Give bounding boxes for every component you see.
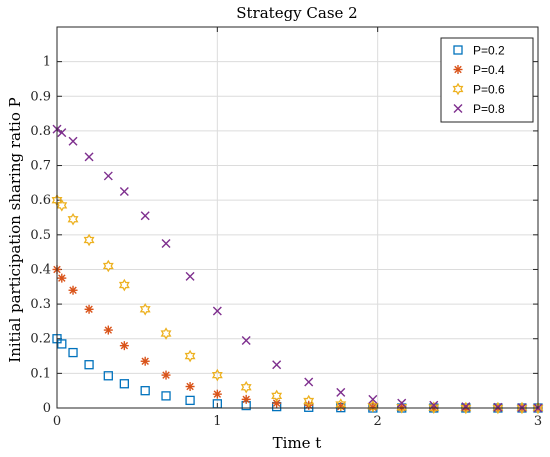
data-point	[460, 401, 472, 415]
y-tick-label: 0.2	[30, 332, 51, 347]
y-tick-label: 0	[43, 401, 51, 416]
legend-marker	[453, 65, 463, 74]
data-point	[271, 389, 283, 403]
x-tick-label: 1	[213, 414, 221, 429]
data-point	[119, 379, 129, 389]
data-point	[83, 233, 95, 247]
data-point	[57, 128, 67, 138]
data-point	[119, 341, 129, 351]
data-point	[367, 399, 379, 413]
data-point	[185, 382, 195, 392]
data-point	[368, 394, 378, 404]
data-point	[397, 398, 407, 408]
chart-title: Strategy Case 2	[236, 4, 357, 22]
data-point	[461, 402, 471, 412]
data-point	[102, 259, 114, 273]
data-point	[67, 212, 79, 226]
data-point	[68, 136, 78, 146]
data-point	[140, 356, 150, 366]
data-point	[212, 306, 222, 316]
data-point	[516, 401, 528, 415]
data-point	[335, 398, 347, 411]
data-point	[241, 394, 251, 404]
series-P=0.8	[52, 124, 543, 413]
data-point	[103, 171, 113, 181]
data-point	[240, 380, 252, 394]
data-point	[160, 327, 172, 340]
x-tick-label: 0	[53, 414, 61, 429]
x-tick-label: 2	[374, 414, 382, 429]
data-point	[119, 187, 129, 197]
data-point	[211, 368, 223, 382]
data-point	[272, 360, 282, 370]
legend-entry: P=0.6	[452, 82, 505, 97]
x-tick-label: 3	[534, 414, 542, 429]
data-point	[140, 211, 150, 221]
y-tick-label: 0.7	[30, 159, 51, 174]
data-point	[532, 401, 544, 415]
data-point	[336, 387, 346, 397]
legend-box	[440, 37, 534, 123]
legend-entry: P=0.4	[453, 63, 505, 77]
data-point	[139, 303, 151, 316]
data-point	[57, 273, 67, 283]
legend-entry: P=0.8	[453, 102, 505, 116]
data-point	[57, 339, 67, 349]
x-axis-label: Time t	[273, 434, 322, 452]
y-tick-label: 0.6	[30, 193, 51, 208]
legend-marker	[452, 82, 464, 96]
y-tick-label: 0.5	[30, 228, 51, 243]
y-tick-label: 1	[43, 55, 51, 70]
data-point	[184, 349, 196, 363]
data-point	[68, 347, 78, 358]
legend-label: P=0.2	[473, 44, 505, 58]
y-axis-label: Initial participation sharing ratio P	[6, 97, 24, 362]
data-point	[103, 325, 113, 335]
data-point	[84, 304, 94, 314]
data-point	[493, 402, 503, 412]
legend: P=0.2 P=0.4 P=0.6 P=0.8	[440, 37, 534, 123]
legend-marker	[453, 45, 463, 55]
y-tick-label: 0.4	[30, 262, 51, 277]
data-point	[103, 371, 113, 381]
data-point	[304, 377, 314, 387]
legend-label: P=0.4	[473, 63, 505, 77]
data-point	[303, 394, 315, 408]
data-point	[396, 401, 408, 414]
data-point	[212, 389, 222, 399]
data-point	[84, 152, 94, 162]
y-tick-label: 0.9	[30, 89, 51, 104]
data-point	[161, 391, 171, 401]
data-point	[185, 395, 195, 406]
legend-label: P=0.8	[473, 102, 505, 116]
y-tick-label: 0.1	[30, 366, 51, 381]
data-point	[272, 398, 282, 408]
data-point	[161, 238, 171, 248]
data-point	[118, 278, 130, 292]
data-point	[84, 360, 94, 370]
data-point	[161, 370, 171, 380]
y-tick-label: 0.8	[30, 124, 51, 139]
legend-label: P=0.6	[473, 83, 505, 97]
legend-marker	[453, 104, 463, 113]
axes-box	[56, 26, 539, 409]
data-point	[492, 401, 504, 415]
y-tick-label: 0.3	[30, 297, 51, 312]
data-point	[140, 386, 150, 396]
data-point	[68, 285, 78, 295]
data-point	[241, 335, 251, 345]
data-point	[428, 401, 440, 414]
data-point	[185, 271, 195, 281]
legend-entry: P=0.2	[453, 44, 505, 58]
